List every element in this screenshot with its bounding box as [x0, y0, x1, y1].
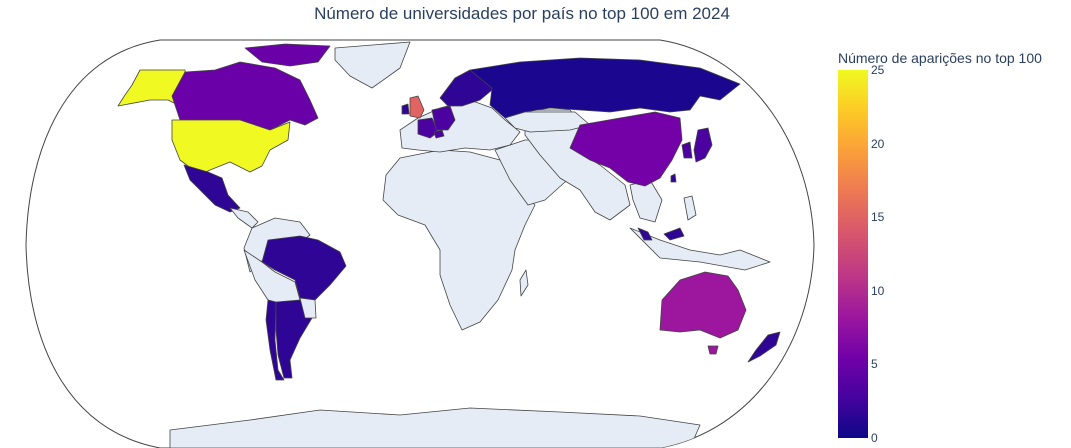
- region-europe[interactable]: [399, 99, 521, 153]
- colorbar-tick-5: 5: [871, 357, 878, 372]
- chart-title: Número de universidades por país no top …: [314, 4, 730, 23]
- country-brazil[interactable]: [261, 235, 347, 301]
- region-antarctica[interactable]: [169, 407, 701, 448]
- colorbar: [838, 70, 868, 438]
- country-south-korea[interactable]: [681, 141, 693, 159]
- country-germany[interactable]: [431, 105, 456, 131]
- country-malaysia[interactable]: [637, 227, 653, 241]
- country-france[interactable]: [417, 117, 439, 139]
- region-paraguay-uruguay[interactable]: [299, 297, 317, 319]
- colorbar-tick-10: 10: [871, 283, 885, 298]
- country-greenland[interactable]: [334, 41, 411, 89]
- country-australia[interactable]: [659, 271, 747, 339]
- region-central-america[interactable]: [229, 207, 259, 229]
- country-china[interactable]: [569, 111, 683, 187]
- country-taiwan[interactable]: [670, 173, 677, 183]
- colorbar-tick-15: 15: [871, 210, 885, 225]
- country-australia-tasmania[interactable]: [707, 345, 719, 355]
- colorbar-tick-0: 0: [871, 431, 878, 445]
- country-philippines[interactable]: [683, 195, 697, 221]
- region-indonesia[interactable]: [629, 227, 771, 271]
- country-madagascar[interactable]: [519, 269, 529, 297]
- country-canada-islands[interactable]: [244, 43, 331, 67]
- country-japan[interactable]: [693, 127, 713, 163]
- country-united-states[interactable]: [171, 119, 291, 176]
- colorbar-title: Número de aparições no top 100: [838, 50, 1042, 66]
- country-ireland[interactable]: [401, 103, 410, 115]
- country-new-zealand[interactable]: [747, 331, 781, 363]
- colorbar-tick-25: 25: [871, 63, 885, 77]
- country-united-kingdom[interactable]: [409, 95, 425, 119]
- country-switzerland[interactable]: [433, 129, 445, 139]
- country-malaysia-borneo[interactable]: [663, 227, 685, 241]
- colorbar-tick-20: 20: [871, 136, 885, 151]
